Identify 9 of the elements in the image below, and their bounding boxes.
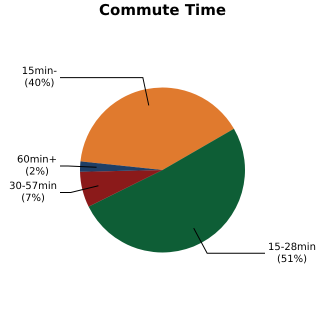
slice-label: 15-28min [268,242,316,253]
data-label: (40%) [24,78,55,90]
data-label: (51%) [276,254,308,265]
data-label: (2%) [25,166,49,178]
chart-title: Commute Time [98,0,227,20]
slice-label: 30-57min [9,181,58,192]
slice-label: 15min- [22,66,58,78]
data-label: (7%) [21,193,45,204]
slice-label: 60min+ [17,154,58,166]
